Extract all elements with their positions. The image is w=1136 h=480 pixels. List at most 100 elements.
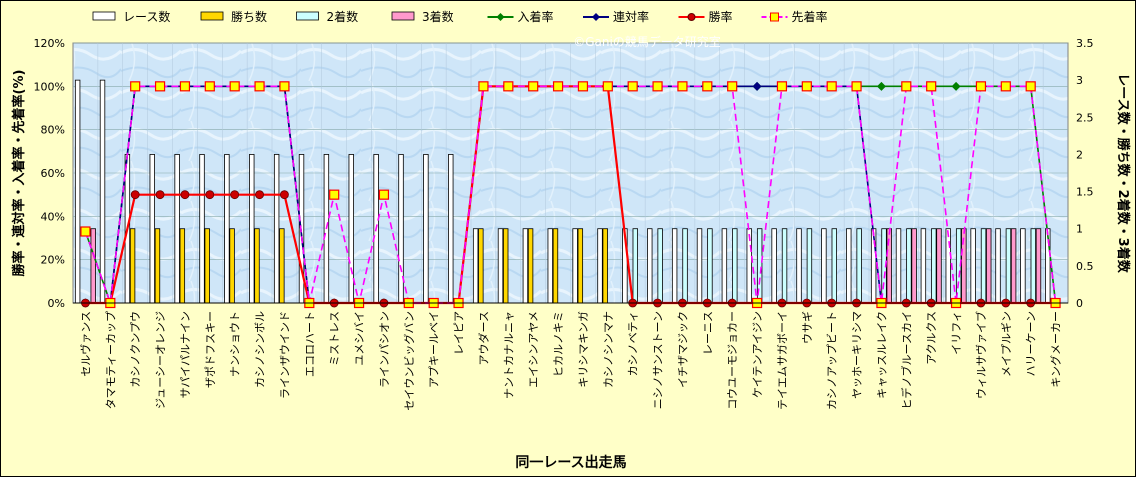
y-tick-label-left: 60% [41, 167, 65, 180]
x-tick-label: カシノシンマナ [602, 311, 615, 388]
x-tick-label: サパイパルナイン [179, 311, 192, 398]
data-point [577, 81, 589, 92]
bar [846, 228, 852, 304]
bar [980, 228, 987, 304]
bar [911, 228, 917, 304]
bar [497, 228, 504, 304]
x-tick-label: ウサギ [801, 311, 814, 344]
legend-swatch [200, 11, 224, 21]
x-tick-label: テイエムサガボーイ [776, 311, 789, 410]
bar [1005, 228, 1012, 304]
data-point [1025, 81, 1036, 92]
data-point [926, 81, 937, 92]
bar [657, 228, 663, 304]
bar [671, 228, 678, 304]
x-tick-label: アプキールベイ [428, 311, 441, 388]
bar [806, 228, 813, 304]
legend-item: 2着数 [296, 9, 358, 24]
data-point [478, 81, 489, 92]
y-tick-label-left: 80% [41, 124, 65, 137]
bar [199, 154, 205, 304]
legend-item: 勝率 [678, 9, 733, 24]
x-tick-label: タマモティーカップ [104, 311, 117, 409]
data-point [801, 81, 812, 92]
x-tick-label: セイウンビッグバン [402, 311, 416, 411]
x-tick-label: ヒデノブルースカイ [899, 311, 913, 409]
x-tick-label: ナントカナルニャ [502, 311, 515, 399]
data-point [279, 81, 290, 92]
y-tick-label-right: 3.5 [1076, 37, 1094, 50]
bar [279, 228, 285, 304]
x-tick-label: エイシンアヤメ [527, 311, 540, 388]
legend-label: 入着率 [518, 9, 554, 24]
bar [577, 228, 584, 304]
x-tick-label: ユメシバイ [353, 311, 366, 366]
bar [249, 154, 255, 304]
legend-swatch [391, 11, 415, 21]
data-point [752, 81, 762, 91]
data-point [280, 190, 289, 200]
x-tick-label: イリフィ [950, 311, 963, 355]
bar [348, 154, 354, 304]
bar [647, 228, 653, 304]
bar [906, 228, 912, 304]
bar [129, 228, 136, 304]
bar [273, 154, 280, 304]
legend-item: 勝ち数 [200, 9, 267, 24]
bar [682, 228, 688, 304]
bar [721, 228, 728, 304]
bar [771, 228, 777, 304]
y-tick-label-left: 0% [48, 297, 65, 310]
x-tick-label: レーニス [701, 311, 714, 355]
bar [831, 228, 837, 304]
data-point [378, 189, 390, 200]
bar [572, 228, 578, 304]
legend-item: レース数 [92, 9, 170, 24]
data-point [702, 81, 713, 92]
watermark: ©Ganiの競馬データ研究室 [573, 34, 721, 49]
x-tick-label: カシノクンプウ [129, 311, 142, 388]
x-tick-label: ウィルサヴァイブ [974, 311, 988, 399]
bar [423, 154, 429, 304]
data-point [80, 226, 91, 237]
bar [448, 154, 454, 304]
bar [970, 228, 976, 304]
x-tick-label: キリシマキンガ [577, 311, 590, 388]
legend-marker [496, 13, 505, 21]
data-point [254, 81, 265, 92]
data-point [229, 81, 240, 92]
bar [696, 228, 703, 304]
x-tick-label: メイプルギン [1000, 311, 1013, 377]
x-tick-label: アウダース [476, 311, 490, 365]
data-point [901, 81, 912, 92]
bar [597, 228, 603, 304]
bar [254, 228, 260, 304]
bar [945, 228, 951, 304]
data-point [503, 81, 514, 92]
data-point [528, 81, 539, 92]
bar [781, 228, 788, 304]
y-tick-label-left: 20% [41, 254, 65, 267]
x-tick-label: ヤッホーキリシマ [851, 311, 864, 399]
gridlines [73, 42, 1068, 304]
bar [174, 154, 180, 304]
bar [707, 228, 713, 304]
y-tick-label-right: 0 [1076, 297, 1083, 310]
x-tick-label: ケイテンアイジン [751, 311, 764, 398]
bar [149, 154, 155, 304]
data-point [627, 81, 638, 92]
y-tick-label-right: 2.5 [1076, 111, 1094, 124]
x-tick-label: カシノアップビート [826, 311, 839, 410]
bar [732, 228, 738, 304]
x-axis-title: 同一レース出走馬 [515, 454, 626, 471]
data-point [179, 81, 191, 92]
bar [1030, 228, 1036, 304]
bar [895, 228, 902, 304]
legend: レース数 勝ち数 2着数 3着数 入着率 連対率 勝率 先着率 [92, 9, 828, 24]
y-axis-title-right: レース数・勝ち数・2着数・3着数 [1115, 73, 1131, 273]
x-tick-label: キングメーカー [1049, 311, 1063, 388]
bar [398, 154, 404, 304]
legend-item: 先着率 [761, 9, 828, 24]
x-tick-label: キャッスルレイク [875, 311, 888, 399]
bar [821, 228, 827, 304]
